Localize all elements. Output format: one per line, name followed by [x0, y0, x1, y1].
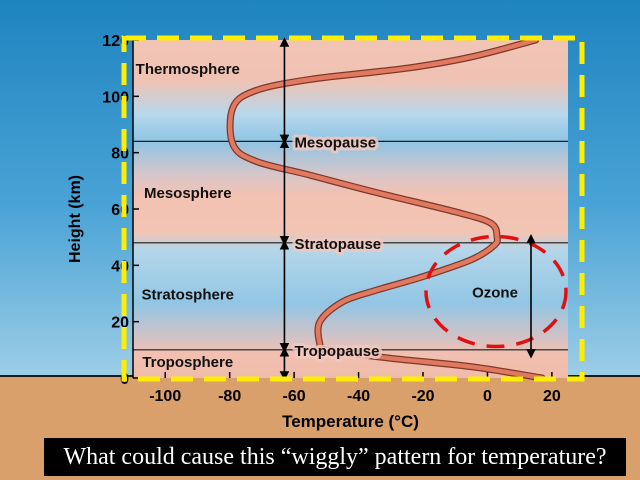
x-tick-label: -60 — [283, 388, 306, 405]
x-axis: -100 -80 -60 -40 -20 0 20 Temperature (°C) — [149, 372, 561, 431]
layer-label: Troposphere — [142, 354, 233, 371]
x-axis-label: Temperature (°C) — [282, 412, 419, 431]
temperature-curve — [227, 37, 545, 381]
labels: Tropopause Stratopause Mesopause Tropospher… — [136, 61, 384, 371]
ozone-circle — [424, 234, 568, 349]
plot-area — [133, 40, 568, 378]
boundary-label: Tropopause — [294, 343, 379, 360]
layer-label: Stratosphere — [142, 287, 235, 304]
question-caption: What could cause this “wiggly” pattern f… — [44, 438, 626, 476]
layer-label: Mesosphere — [144, 185, 232, 202]
ozone-label: Ozone — [472, 285, 518, 302]
x-tick-label: -40 — [347, 388, 370, 405]
x-tick-label: -20 — [411, 388, 434, 405]
y-axis-label: Height (km) — [67, 175, 84, 263]
x-tick-label: -100 — [149, 388, 181, 405]
layer-label: Thermosphere — [136, 61, 240, 78]
x-tick-label: 0 — [483, 388, 492, 405]
boundary-label: Stratopause — [294, 236, 381, 253]
boundary-label: Mesopause — [294, 134, 376, 151]
highlight-box — [121, 35, 585, 382]
x-tick-label: -80 — [218, 388, 241, 405]
ozone-annotation: Ozone — [424, 234, 568, 359]
x-tick-label: 20 — [543, 388, 561, 405]
